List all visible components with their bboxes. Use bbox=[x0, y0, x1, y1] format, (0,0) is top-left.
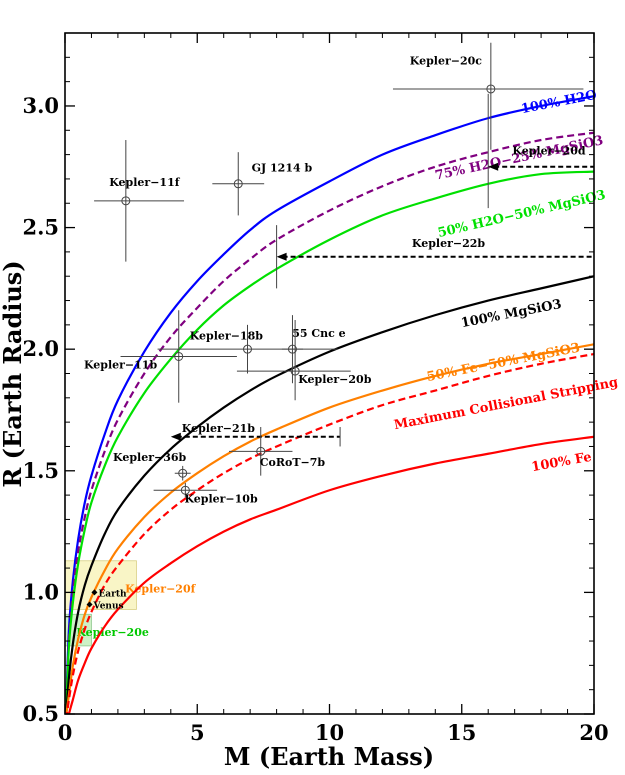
planet-marker bbox=[287, 344, 297, 354]
curve-50-fe-50-mgsio3 bbox=[65, 343, 594, 714]
planet-kepler-20b: Kepler−20b bbox=[236, 319, 372, 401]
planet-kepler-11f: Kepler−11f bbox=[94, 140, 185, 262]
planet-marker bbox=[180, 485, 190, 495]
curves-layer bbox=[65, 95, 594, 714]
planet-kepler-11b: Kepler−11b bbox=[84, 310, 237, 403]
planet-kepler-21b: Kepler−21b bbox=[170, 422, 341, 447]
planet-kepler-10b: Kepler−10b bbox=[153, 482, 258, 505]
y-tick-label: 2.0 bbox=[22, 336, 59, 361]
planet-marker bbox=[121, 196, 131, 206]
curve-50-h2o-50-mgsio3 bbox=[65, 170, 594, 710]
x-axis-title: M (Earth Mass) bbox=[224, 742, 434, 771]
planet-label-kepler-10b: Kepler−10b bbox=[184, 492, 258, 505]
planet-label-kepler-20b: Kepler−20b bbox=[298, 373, 372, 386]
y-tick-label: 2.5 bbox=[22, 215, 59, 240]
planet-gj-1214-b: GJ 1214 b bbox=[212, 152, 313, 216]
y-tick-label: 0.5 bbox=[22, 701, 59, 726]
planet-label-gj-1214-b: GJ 1214 b bbox=[252, 162, 313, 175]
x-tick-label: 15 bbox=[447, 720, 476, 745]
planet-label-55-cnc-e: 55 Cnc e bbox=[292, 327, 345, 340]
planet-arrowhead bbox=[488, 162, 499, 171]
planet-corot-7b: CoRoT−7b bbox=[228, 427, 326, 476]
region-label-kepler-20e: Kepler−20e bbox=[76, 626, 149, 639]
curve-label-maximum-collisional-stripping: Maximum Collisional Stripping bbox=[393, 375, 620, 433]
planet-55-cnc-e: 55 Cnc e bbox=[281, 315, 346, 384]
planet-kepler-18b: Kepler−18b bbox=[157, 324, 338, 374]
solar-body-marker bbox=[91, 589, 98, 596]
planet-label-kepler-11f: Kepler−11f bbox=[109, 176, 181, 189]
x-tick-label: 20 bbox=[579, 720, 608, 745]
planet-marker bbox=[256, 446, 266, 456]
curve-label-100-fe: 100% Fe bbox=[530, 450, 592, 475]
planet-marker bbox=[243, 344, 253, 354]
planet-marker bbox=[178, 468, 188, 478]
curve-100-mgsio3 bbox=[65, 275, 594, 714]
planet-arrowhead bbox=[170, 432, 181, 441]
curve-label-50-h2o-50-mgsio3: 50% H2O−50% MgSiO3 bbox=[436, 188, 607, 241]
planet-label-kepler-22b: Kepler−22b bbox=[412, 237, 486, 250]
solar-body-earth: Earth bbox=[91, 589, 127, 599]
solar-body-label: Venus bbox=[93, 602, 124, 612]
curve-100-fe bbox=[67, 435, 594, 714]
curve-label-100-mgsio3: 100% MgSiO3 bbox=[460, 297, 563, 331]
solar-body-venus: Venus bbox=[86, 601, 124, 612]
regions-layer: Kepler−20f Kepler−20e bbox=[64, 560, 197, 647]
y-tick-label: 3.0 bbox=[22, 93, 59, 118]
planet-label-kepler-20c: Kepler−20c bbox=[410, 55, 483, 68]
planet-label-kepler-21b: Kepler−21b bbox=[182, 422, 256, 435]
planet-arrowhead bbox=[276, 252, 287, 261]
curve-label-100-h2o: 100% H2O bbox=[520, 88, 598, 117]
curve-maximum-collisional-stripping bbox=[65, 352, 594, 714]
planet-label-kepler-36b: Kepler−36b bbox=[113, 451, 187, 464]
y-tick-label: 1.0 bbox=[22, 579, 59, 604]
planet-kepler-36b: Kepler−36b bbox=[113, 451, 191, 481]
planet-kepler-22b: Kepler−22b bbox=[276, 225, 594, 289]
y-tick-label: 1.5 bbox=[22, 458, 59, 483]
planet-marker bbox=[486, 84, 496, 94]
curve-label-50-fe-50-mgsio3: 50% Fe−50% MgSiO3 bbox=[426, 341, 582, 385]
curve-75-h2o-25-mgsio3 bbox=[65, 131, 594, 707]
x-tick-label: 5 bbox=[190, 720, 205, 745]
planet-label-kepler-20d: Kepler−20d bbox=[512, 145, 586, 158]
region-label-kepler-20f: Kepler−20f bbox=[125, 582, 197, 595]
x-tick-label: 10 bbox=[315, 720, 344, 745]
y-axis-title: R (Earth Radius) bbox=[0, 260, 27, 487]
curve-100-h2o bbox=[65, 95, 594, 702]
planet-label-kepler-11b: Kepler−11b bbox=[84, 359, 158, 372]
planet-label-kepler-18b: Kepler−18b bbox=[190, 329, 264, 342]
planet-marker bbox=[233, 179, 243, 189]
curve-label-75-h2o-25-mgsio3: 75% H2O−25% MgSiO3 bbox=[434, 133, 605, 183]
planet-kepler-20d: Kepler−20d bbox=[487, 93, 594, 209]
solar-body-marker bbox=[86, 601, 93, 608]
solar-body-label: Earth bbox=[98, 589, 127, 599]
planet-kepler-20c: Kepler−20c bbox=[392, 42, 584, 150]
ticks-layer: 0 5 10 15 20 0.5 1.0 1.5 2.0 2.5 3.0 bbox=[22, 32, 609, 745]
planet-marker bbox=[290, 366, 300, 376]
x-tick-label: 0 bbox=[58, 720, 73, 745]
planet-marker bbox=[174, 351, 184, 361]
planet-label-corot-7b: CoRoT−7b bbox=[260, 456, 326, 469]
